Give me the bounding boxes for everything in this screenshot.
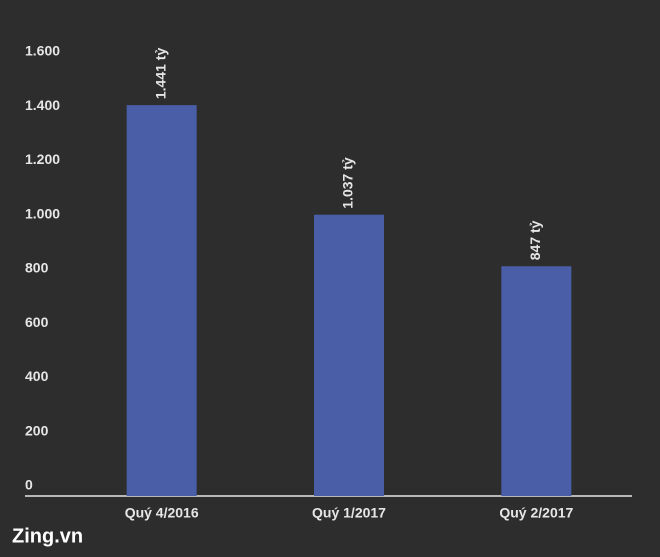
x-tick-label: Quý 2/2017 [499,505,573,521]
watermark: Zing.vn [12,525,83,547]
x-tick-label: Quý 4/2016 [125,505,199,521]
y-tick-label: 1.200 [25,151,60,167]
y-tick-label: 400 [25,368,49,384]
y-tick-label: 1.600 [25,43,60,59]
y-tick-label: 200 [25,422,49,438]
value-label: 1.037 tỷ [340,157,356,209]
y-tick-label: 600 [25,314,49,330]
y-tick-label: 0 [25,477,33,493]
bar [126,105,197,496]
value-label: 847 tỷ [527,220,543,260]
x-tick-label: Quý 1/2017 [312,505,386,521]
y-tick-label: 1.000 [25,205,60,221]
y-tick-label: 1.400 [25,97,60,113]
bar [501,266,572,496]
y-tick-label: 800 [25,260,49,276]
bar [314,214,384,496]
value-label: 1.441 tỷ [152,48,168,100]
